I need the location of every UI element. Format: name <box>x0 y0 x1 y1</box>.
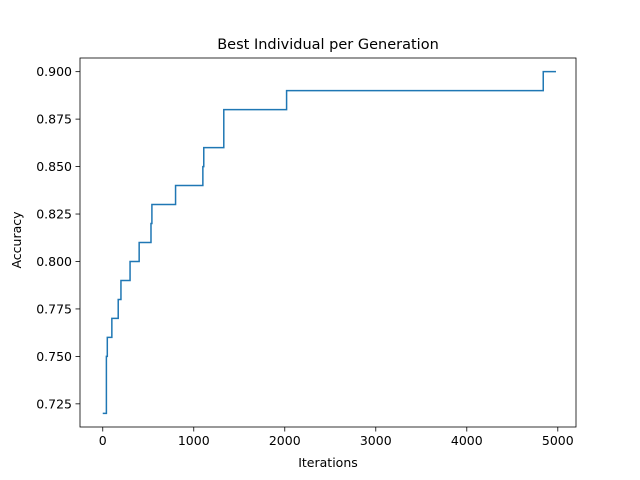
chart-title: Best Individual per Generation <box>217 37 439 53</box>
x-tick-label: 3000 <box>360 433 392 448</box>
y-tick-label: 0.875 <box>36 112 72 127</box>
y-axis-label: Accuracy <box>9 211 24 269</box>
x-tick-label: 2000 <box>269 433 301 448</box>
series-line-0 <box>102 70 556 415</box>
x-tick-label: 4000 <box>451 433 483 448</box>
y-tick-label: 0.750 <box>36 349 72 364</box>
x-tick-label: 1000 <box>178 433 210 448</box>
y-tick-label: 0.900 <box>36 64 72 79</box>
y-tick-label: 0.725 <box>36 396 72 411</box>
x-tick-label: 5000 <box>542 433 574 448</box>
y-tick-label: 0.775 <box>36 301 72 316</box>
x-tick-label: 0 <box>99 433 107 448</box>
y-tick-label: 0.825 <box>36 207 72 222</box>
axes-frame <box>79 57 577 428</box>
y-tick-label: 0.800 <box>36 254 72 269</box>
plot-area: 0 1000 2000 3000 4000 5000 0.725 0.750 0.775 0.80… <box>36 57 577 448</box>
x-axis-label: Iterations <box>298 455 358 470</box>
y-tick-label: 0.850 <box>36 159 72 174</box>
